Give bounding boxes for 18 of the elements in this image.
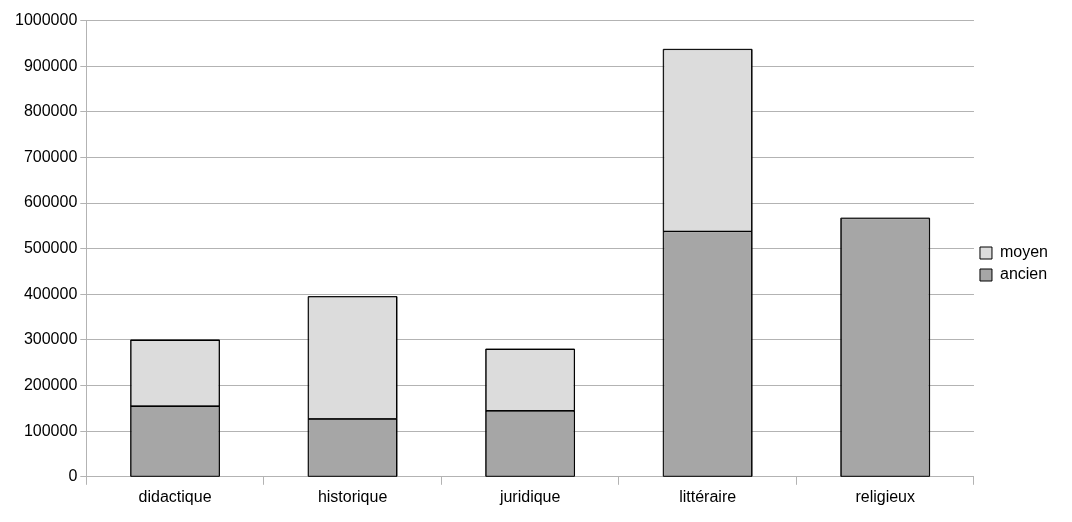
y-tick-label: 600000 (23, 193, 78, 211)
x-tick-label: juridique (498, 487, 561, 505)
y-tick-label: 700000 (23, 147, 78, 165)
y-tick-label: 300000 (23, 330, 78, 348)
y-tick-label: 400000 (23, 284, 78, 302)
y-tick-label: 0 (68, 467, 78, 485)
y-tick-label: 500000 (23, 239, 78, 257)
x-tick-label: littéraire (679, 487, 737, 505)
x-tick-label: didactique (138, 487, 212, 505)
y-tick-label: 900000 (23, 56, 78, 74)
y-tick-label: 200000 (23, 375, 78, 393)
y-tick-label: 100000 (23, 421, 78, 439)
legend-label: ancien (999, 265, 1048, 283)
x-tick-label: historique (317, 487, 388, 505)
y-tick-label: 1000000 (14, 11, 78, 29)
x-tick-label: religieux (855, 487, 915, 505)
y-tick-label: 800000 (23, 102, 78, 120)
legend-label: moyen (999, 243, 1049, 261)
